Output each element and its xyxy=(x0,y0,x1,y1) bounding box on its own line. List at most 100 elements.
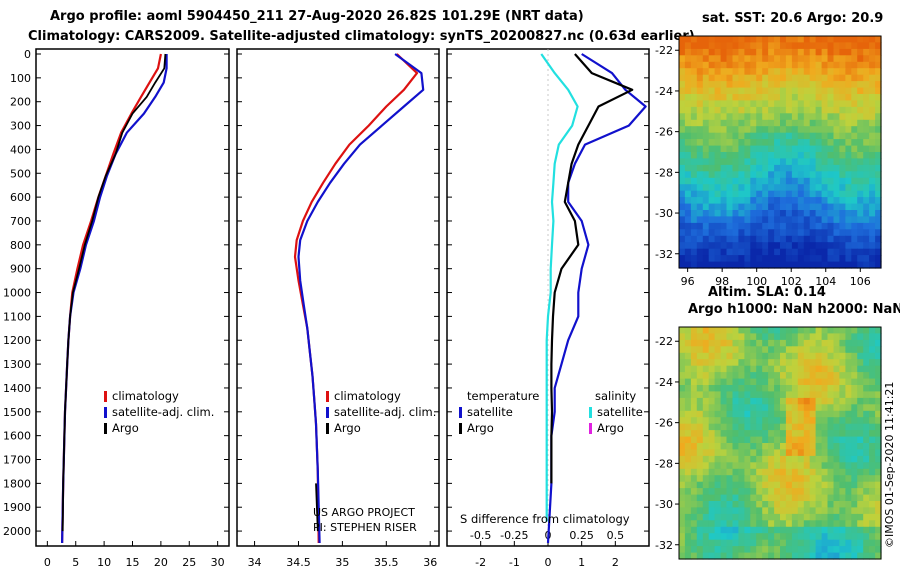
map-cell xyxy=(714,552,722,560)
map-cell xyxy=(679,449,686,457)
map-cell xyxy=(696,333,704,341)
map-cell xyxy=(827,533,834,541)
map-cell xyxy=(744,333,751,341)
map-cell xyxy=(702,255,710,263)
map-cell xyxy=(726,494,733,502)
map-cell xyxy=(744,552,751,560)
argo-line xyxy=(315,483,319,532)
map-cell xyxy=(720,462,728,470)
map-cell xyxy=(797,346,805,354)
map-cell xyxy=(732,139,739,147)
map-cell xyxy=(809,87,817,95)
map-cell xyxy=(762,229,769,237)
map-cell xyxy=(696,404,704,412)
map-cell xyxy=(803,539,811,547)
map-cell xyxy=(762,468,769,476)
map-cell xyxy=(833,417,840,425)
map-cell xyxy=(738,235,745,243)
map-cell xyxy=(744,520,751,528)
map-cell xyxy=(857,391,864,399)
map-cell xyxy=(750,352,757,360)
map-cell xyxy=(815,197,823,205)
map-cell xyxy=(702,410,710,418)
map-cell xyxy=(785,210,793,217)
map-cell xyxy=(696,61,704,69)
map-cell xyxy=(732,248,739,256)
map-cell xyxy=(690,197,698,205)
map-cell xyxy=(863,139,870,147)
map-cell xyxy=(762,533,769,541)
map-cell xyxy=(785,423,793,431)
map-cell xyxy=(679,152,686,159)
map-cell xyxy=(803,145,811,153)
map-cell xyxy=(785,261,793,269)
map-cell xyxy=(702,113,710,121)
map-cell xyxy=(875,81,882,89)
map-cell xyxy=(797,462,805,470)
map-cell xyxy=(785,333,793,341)
map-cell xyxy=(863,468,870,476)
map-cell xyxy=(833,68,840,76)
map-cell xyxy=(821,546,829,554)
map-cell xyxy=(714,391,722,399)
map-cell xyxy=(797,48,805,56)
map-cell xyxy=(756,48,763,56)
map-cell xyxy=(744,468,751,476)
map-cell xyxy=(803,126,811,134)
map-cell xyxy=(702,132,710,140)
map-cell xyxy=(679,203,686,211)
map-cell xyxy=(720,74,728,82)
map-cell xyxy=(750,261,757,269)
y-tick-label: 700 xyxy=(10,215,31,228)
map-cell xyxy=(839,197,846,205)
map-cell xyxy=(815,94,823,101)
map-cell xyxy=(750,177,757,185)
map-cell xyxy=(785,203,793,211)
map-cell xyxy=(684,539,692,547)
map-cell xyxy=(714,36,722,43)
map-cell xyxy=(845,164,852,172)
salinity-tick-label: 0.25 xyxy=(569,529,594,542)
map-cell xyxy=(821,430,829,438)
map-cell xyxy=(827,410,834,418)
map-cell xyxy=(815,164,823,172)
map-cell xyxy=(815,539,823,547)
map-cell xyxy=(738,261,745,269)
map-cell xyxy=(857,113,864,121)
map-cell xyxy=(702,526,710,534)
map-cell xyxy=(780,430,787,438)
map-cell xyxy=(785,488,793,496)
map-cell xyxy=(863,346,870,354)
map-cell xyxy=(851,494,858,502)
map-cell xyxy=(857,443,864,450)
map-cell xyxy=(708,164,716,172)
map-cell xyxy=(684,119,692,127)
map-cell xyxy=(726,501,733,508)
map-cell xyxy=(696,81,704,89)
map-cell xyxy=(851,55,858,63)
map-cell xyxy=(726,216,733,224)
map-cell xyxy=(714,216,722,224)
map-cell xyxy=(845,365,852,373)
map-cell xyxy=(714,346,722,354)
map-cell xyxy=(803,229,811,237)
map-cell xyxy=(780,126,787,134)
map-cell xyxy=(756,327,763,334)
map-cell xyxy=(785,113,793,121)
map-cell xyxy=(684,197,692,205)
map-cell xyxy=(744,378,751,386)
map-cell xyxy=(684,468,692,476)
map-cell xyxy=(791,468,799,476)
map-cell xyxy=(684,346,692,354)
map-cell xyxy=(863,184,870,192)
map-cell xyxy=(726,327,733,334)
map-cell xyxy=(702,372,710,380)
map-cell xyxy=(744,48,751,56)
map-cell xyxy=(750,55,757,63)
map-cell xyxy=(738,552,745,560)
map-cell xyxy=(702,462,710,470)
map-cell xyxy=(833,488,840,496)
map-cell xyxy=(756,520,763,528)
map-cell xyxy=(744,436,751,444)
map-cell xyxy=(797,430,805,438)
